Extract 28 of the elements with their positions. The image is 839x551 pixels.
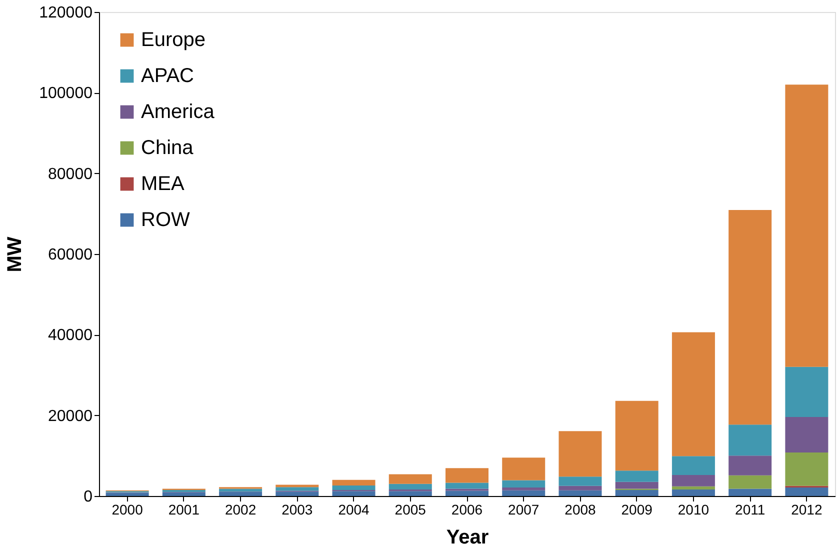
x-axis-title: Year: [446, 526, 489, 548]
legend-label: China: [141, 137, 194, 159]
x-tick-label: 2009: [621, 502, 653, 518]
legend-label: MEA: [141, 173, 185, 195]
legend-label: APAC: [141, 65, 194, 87]
x-tick-label: 2012: [791, 502, 822, 518]
y-tick-label: 40000: [48, 327, 93, 344]
x-tick-label: 2011: [735, 502, 766, 518]
x-tick-label: 2002: [224, 502, 256, 518]
x-tick-label: 2005: [394, 502, 426, 518]
x-tick-label: 2007: [508, 502, 540, 518]
x-tick-label: 2003: [282, 502, 313, 518]
x-tick-label: 2004: [338, 502, 370, 518]
y-tick-label: 0: [84, 488, 93, 506]
y-tick-label: 60000: [48, 246, 93, 264]
x-tick-label: 2010: [678, 502, 710, 518]
legend-label: America: [141, 101, 216, 123]
y-tick-label: 120000: [39, 4, 93, 22]
y-axis-title: MW: [4, 236, 26, 272]
x-tick-label: 2000: [112, 502, 144, 518]
y-tick-label: 100000: [39, 85, 93, 102]
x-tick-label: 2001: [168, 502, 200, 518]
x-tick-label: 2006: [451, 502, 483, 518]
y-tick-label: 20000: [48, 408, 93, 425]
y-tick-label: 80000: [48, 166, 93, 183]
x-tick-label: 2008: [564, 502, 596, 518]
legend-label: ROW: [141, 209, 190, 231]
legend-label: Europe: [141, 29, 206, 51]
